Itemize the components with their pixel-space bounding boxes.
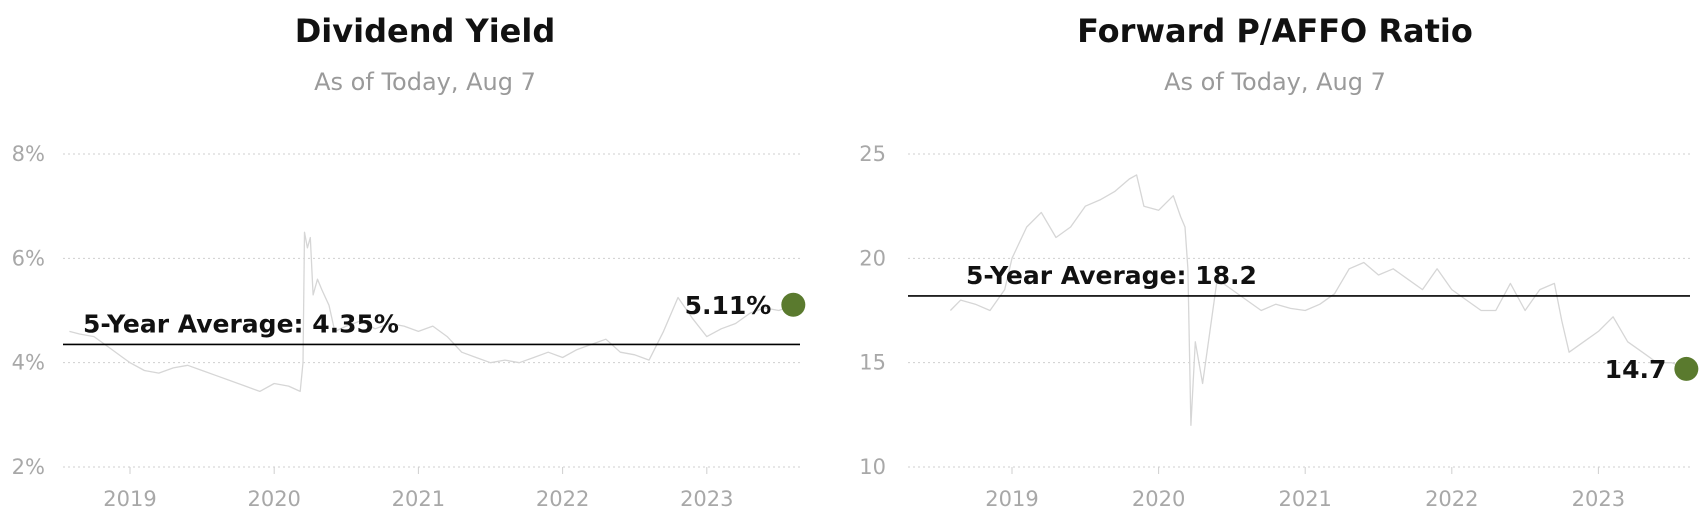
p-affo-chart: 10 15 20 25 2019 2020 2021 2022 2023 5-Year Avera… [859, 142, 1699, 511]
x-tick-label: 2020 [1132, 487, 1185, 511]
y-tick-label: 8% [12, 142, 45, 166]
dividend-yield-chart: 2% 4% 6% 8% 2019 2020 2021 2022 2023 5-Year Avera… [12, 142, 806, 511]
x-tick-label: 2019 [985, 487, 1038, 511]
current-value-label: 5.11% [685, 291, 772, 320]
x-tick-label: 2019 [103, 487, 156, 511]
current-value-dot [781, 292, 806, 317]
x-tick-label: 2020 [247, 487, 300, 511]
y-tick-label: 6% [12, 246, 45, 270]
x-tick-label: 2021 [1278, 487, 1331, 511]
x-tick-label: 2023 [680, 487, 733, 511]
y-tick-label: 25 [859, 142, 886, 166]
series-line [949, 174, 1687, 426]
y-tick-label: 20 [859, 246, 886, 270]
average-label: 5-Year Average: 18.2 [966, 261, 1257, 290]
x-tick-label: 2022 [536, 487, 589, 511]
chart-title: Dividend Yield [294, 12, 556, 50]
average-label: 5-Year Average: 4.35% [83, 309, 399, 338]
chart-subtitle: As of Today, Aug 7 [1164, 68, 1386, 96]
y-tick-label: 4% [12, 351, 45, 375]
p-affo-panel: Forward P/AFFO Ratio As of Today, Aug 7 … [850, 0, 1700, 524]
chart-title: Forward P/AFFO Ratio [1077, 12, 1473, 50]
x-tick-label: 2023 [1572, 487, 1625, 511]
dividend-yield-panel: Dividend Yield As of Today, Aug 7 2% 4% 6%… [12, 12, 806, 511]
chart-subtitle: As of Today, Aug 7 [314, 68, 536, 96]
current-value-dot [1674, 356, 1699, 381]
x-tick-label: 2021 [392, 487, 445, 511]
y-tick-label: 15 [859, 351, 886, 375]
y-tick-label: 10 [859, 455, 886, 479]
x-tick-label: 2022 [1425, 487, 1478, 511]
y-tick-label: 2% [12, 455, 45, 479]
current-value-label: 14.7 [1605, 355, 1667, 384]
series-line [69, 231, 794, 393]
